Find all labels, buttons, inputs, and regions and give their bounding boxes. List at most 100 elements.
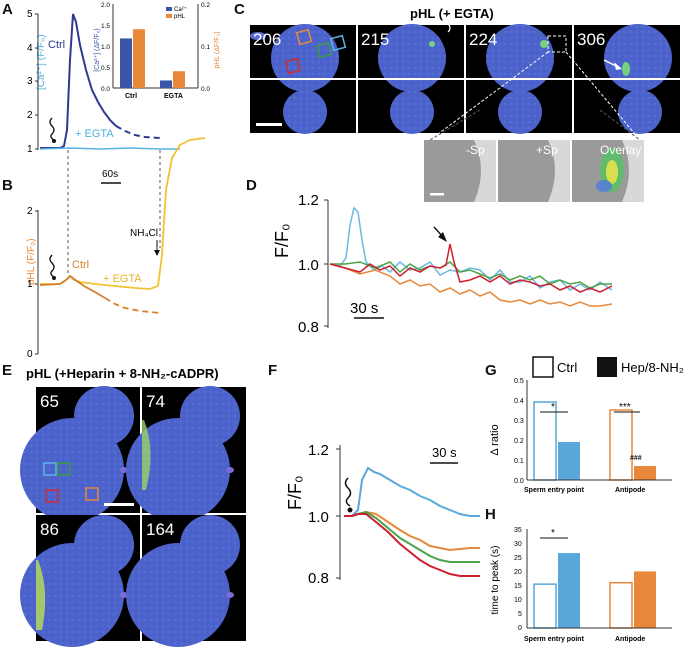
g-tick-05: 0.5 — [514, 378, 524, 385]
g-bar-ctrl — [533, 401, 557, 481]
panel-a-ctrl-trace — [40, 13, 117, 149]
zoom-label-plus-sp: +Sp — [536, 143, 558, 157]
panel-b-ctrl-trace-dashed — [104, 297, 161, 314]
panel-d-scale-label: 30 s — [350, 300, 378, 317]
panel-b-letter: B — [2, 177, 13, 194]
panel-a-ylabel: [Ca²⁺] (F/F₀) — [36, 34, 47, 90]
inset-right-ticks: 0.2 0.1 0.0 — [201, 2, 210, 93]
panel-a-tick-1: 1 — [27, 144, 33, 155]
sperm-icon — [344, 477, 352, 507]
panel-g-legend-ctrl: Ctrl — [557, 360, 577, 375]
panel-f-trace-red — [344, 513, 480, 577]
panel-c: C pHL (+ EGTA) 206 215 — [234, 1, 680, 202]
panel-d-ylabel: F/F₀ — [272, 224, 292, 258]
panel-a-tick-2: 2 — [27, 110, 33, 121]
panel-e-frame-2: 74 — [126, 386, 246, 522]
h-tick-20: 20 — [514, 569, 522, 576]
panel-b: B pHL (F/F₀) 2 1 0 Ctrl + EGTA NH₄Cl — [2, 137, 206, 360]
panel-g-letter: G — [485, 362, 497, 379]
panel-b-ctrl-label: Ctrl — [72, 259, 89, 271]
arrow-icon — [614, 62, 622, 70]
panel-b-tick-1: 1 — [27, 279, 33, 290]
inset-ltick-4: 0.0 — [101, 86, 110, 93]
panel-d-tick-12: 1.2 — [298, 192, 319, 209]
panel-a-tick-3: 3 — [27, 76, 33, 87]
panel-c-frame-number: 215 — [361, 30, 389, 49]
h-bar-hep — [634, 571, 656, 628]
inset-ltick-1: 1.5 — [101, 23, 110, 30]
h-tick-35: 35 — [514, 527, 522, 534]
h-tick-25: 25 — [514, 555, 522, 562]
sperm-icon — [445, 15, 451, 33]
h-tick-10: 10 — [514, 597, 522, 604]
panel-g-legend-ctrl-swatch — [532, 356, 554, 378]
inset-bar-ca — [160, 80, 172, 88]
panel-e-frame-4: 164 — [126, 515, 246, 647]
panel-f-tick-12: 1.2 — [308, 442, 329, 459]
panel-a-tick-5: 5 — [27, 9, 33, 20]
inset-ltick-0: 2.0 — [101, 2, 110, 9]
panel-f-scale-label: 30 s — [432, 445, 457, 460]
inset-bars — [120, 29, 185, 88]
panel-a-ctrl-label: Ctrl — [48, 39, 65, 51]
panel-e-frame-number: 65 — [40, 392, 59, 411]
panel-e-frame-number: 74 — [146, 392, 165, 411]
panel-h-ylabel: time to peak (s) — [490, 546, 501, 615]
panel-f-ylabel: F/F₀ — [285, 476, 305, 510]
panel-a-ctrl-trace-dashed — [115, 125, 161, 139]
inset-cat-egta: EGTA — [164, 93, 183, 100]
panel-d-trace-blue — [329, 206, 613, 291]
panel-c-frame-4: 306 — [574, 24, 680, 134]
panel-g: G Ctrl Hep/8-NH₂ Δ ratio 0.5 0.4 0.3 0.2… — [485, 356, 684, 494]
panel-h: H time to peak (s) 35 30 25 20 15 10 5 0… — [485, 506, 672, 643]
panel-f-tick-10: 1.0 — [308, 509, 329, 526]
panel-e-letter: E — [2, 362, 12, 379]
panel-d-trace-orange — [329, 263, 613, 307]
panel-a-egta-trace — [39, 147, 180, 150]
panel-g-sig3: ### — [630, 455, 642, 462]
panel-e-frame-number: 164 — [146, 520, 174, 539]
h-bar-ctrl — [533, 583, 557, 629]
arrow-down-icon — [154, 250, 160, 256]
panel-e-title: pHL (+Heparin + 8-NH₂-cADPR) — [26, 366, 219, 381]
panel-f: F F/F₀ 1.2 1.0 0.8 30 s — [268, 362, 480, 587]
panel-a: A [Ca²⁺] (F/F₀) 5 4 3 2 1 Ctrl + EGTA 60… — [2, 1, 180, 184]
panel-c-zoom-tiles: -Sp +Sp Overlay — [424, 140, 644, 202]
g-tick-04: 0.4 — [514, 398, 524, 405]
panel-g-legend-hep-swatch — [597, 357, 617, 377]
g-tick-01: 0.1 — [514, 458, 524, 465]
panel-d-tick-08: 0.8 — [298, 319, 319, 336]
panel-d-letter: D — [246, 177, 257, 194]
h-tick-15: 15 — [514, 583, 522, 590]
zoom-label-minus-sp: -Sp — [466, 143, 485, 157]
g-bar-ctrl — [609, 409, 633, 481]
panel-b-ylabel: pHL (F/F₀) — [26, 238, 37, 285]
inset-bar-ph — [173, 71, 185, 88]
inset-rtick-0: 0.2 — [201, 2, 210, 9]
g-tick-00: 0.0 — [514, 478, 524, 485]
inset-ltick-3: 0.5 — [101, 65, 110, 72]
panel-e-frame-1: 65 — [20, 386, 140, 522]
panel-a-egta-label: + EGTA — [75, 128, 114, 140]
panel-f-letter: F — [268, 362, 277, 379]
zoom-line-right — [565, 51, 641, 141]
panel-a-inset: [Ca²⁺] (ΔF/F₀) pHL (ΔF/F₀) 2.0 1.5 1.0 0… — [93, 2, 221, 100]
panel-b-tick-0: 0 — [27, 349, 33, 360]
panel-f-tick-08: 0.8 — [308, 570, 329, 587]
panel-c-frame-number: 206 — [253, 30, 281, 49]
inset-right-ylabel: pHL (ΔF/F₀) — [214, 31, 221, 68]
inset-legend-ca: Ca²⁺ — [174, 6, 187, 13]
sperm-icon — [49, 117, 55, 141]
h-tick-0: 0 — [518, 625, 522, 632]
zoom-line-left — [429, 51, 549, 141]
inset-left-ylabel: [Ca²⁺] (ΔF/F₀) — [93, 28, 101, 72]
panel-e: E pHL (+Heparin + 8-NH₂-cADPR) 65 74 — [2, 362, 246, 647]
inset-bar-ph — [133, 29, 145, 88]
g-tick-03: 0.3 — [514, 418, 524, 425]
panel-e-frame-3: 86 — [20, 515, 140, 647]
panel-d: D F/F₀ 1.2 1.0 0.8 30 s — [246, 177, 613, 336]
panel-f-trace-blue — [344, 466, 480, 517]
g-bar-hep — [558, 442, 580, 480]
g-bar-hep — [634, 466, 656, 480]
